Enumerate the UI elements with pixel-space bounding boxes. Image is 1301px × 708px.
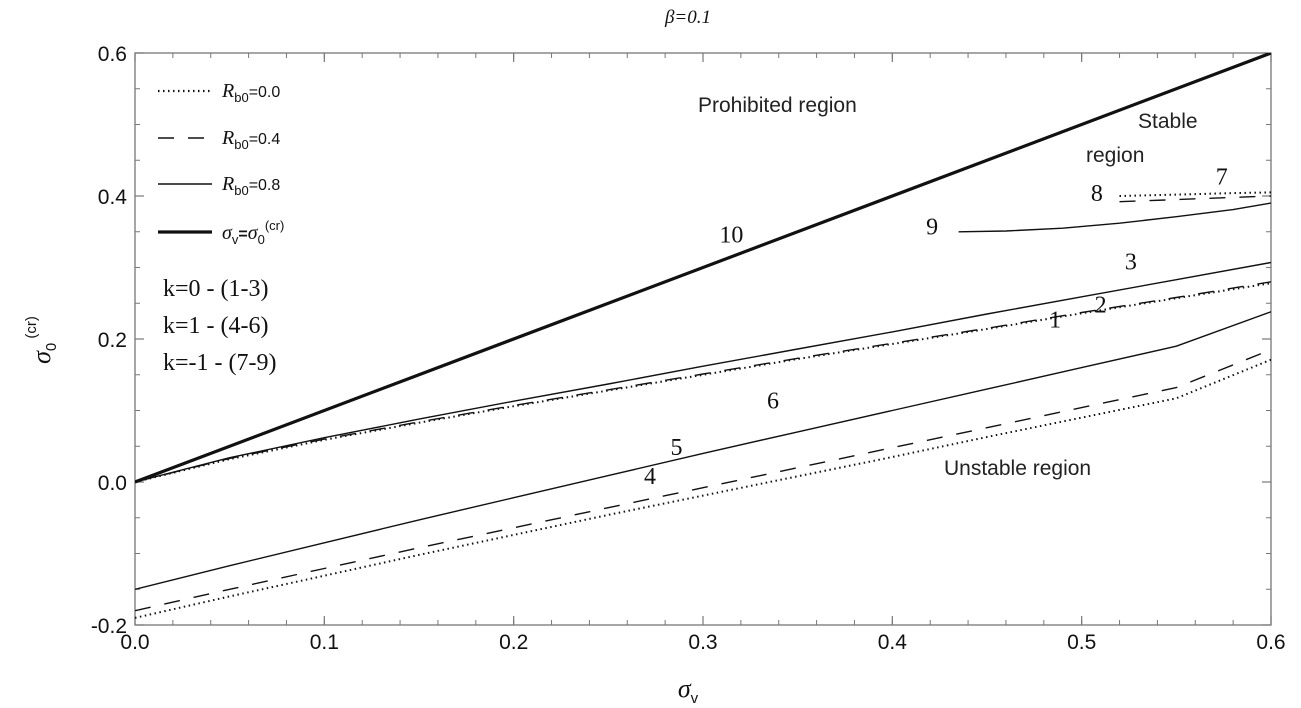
y-tick-label: 0.6 bbox=[98, 43, 127, 66]
plot-frame bbox=[134, 52, 1272, 626]
stable-region-label-line1: Stable bbox=[1138, 110, 1198, 133]
curve-label-5: 5 bbox=[670, 435, 682, 461]
x-tick-label: 0.2 bbox=[499, 631, 528, 654]
x-tick-label: 0.5 bbox=[1067, 631, 1096, 654]
x-axis-title: σv bbox=[678, 674, 699, 707]
unstable-region-label: Unstable region bbox=[944, 457, 1091, 480]
series-line-9 bbox=[958, 202, 1271, 233]
curve-label-8: 8 bbox=[1091, 181, 1103, 207]
series-line-2 bbox=[135, 281, 1271, 483]
curve-label-6: 6 bbox=[767, 388, 779, 414]
stable-region-label-line2: region bbox=[1086, 144, 1144, 167]
x-tick-label: 0.0 bbox=[120, 631, 149, 654]
curve-label-2: 2 bbox=[1095, 293, 1107, 319]
series-line-3 bbox=[135, 261, 1271, 483]
x-tick-label: 0.6 bbox=[1256, 631, 1285, 654]
series-line-4 bbox=[135, 358, 1271, 619]
chart-title: β=0.1 bbox=[664, 7, 711, 28]
k-group-1: k=0 - (1-3) bbox=[163, 276, 269, 302]
x-tick-label: 0.1 bbox=[310, 631, 339, 654]
k-groups: k=0 - (1-3) k=1 - (4-6) k=-1 - (7-9) bbox=[163, 276, 277, 376]
k-group-2: k=1 - (4-6) bbox=[163, 313, 269, 339]
y-tick-label: 0.4 bbox=[98, 186, 128, 209]
y-tick-label: -0.2 bbox=[91, 615, 127, 638]
curve-label-4: 4 bbox=[644, 464, 656, 490]
k-group-3: k=-1 - (7-9) bbox=[163, 350, 277, 376]
curve-label-10: 10 bbox=[719, 222, 743, 248]
prohibited-region-label: Prohibited region bbox=[698, 94, 857, 117]
legend-label-dashed: Rb0=0.4 bbox=[221, 127, 280, 152]
y-tick-label: 0.0 bbox=[98, 472, 127, 495]
axis-ticks bbox=[134, 52, 1272, 626]
series-group bbox=[135, 53, 1271, 619]
legend-label-dotted: Rb0=0.0 bbox=[221, 80, 280, 105]
tick-labels: 0.0 0.1 0.2 0.3 0.4 0.5 0.6-0.20.00.20.40.6 bbox=[91, 43, 1286, 654]
legend-label-thick: σv=σ0(cr) bbox=[222, 218, 284, 247]
y-tick-label: 0.2 bbox=[98, 329, 127, 352]
chart-title-text: β=0.1 bbox=[664, 7, 711, 28]
legend: Rb0=0.0 Rb0=0.4 Rb0=0.8 σv=σ0(cr) bbox=[158, 80, 284, 247]
svg-text:σ0 (cr): σ0 (cr) bbox=[23, 316, 60, 364]
series-line-10 bbox=[135, 53, 1271, 484]
series-line-7 bbox=[1119, 191, 1271, 197]
curve-label-9: 9 bbox=[926, 215, 938, 241]
curve-label-3: 3 bbox=[1125, 250, 1137, 276]
curve-label-7: 7 bbox=[1216, 165, 1228, 191]
series-line-8 bbox=[1119, 195, 1271, 203]
y-axis-title: σ0 (cr) bbox=[23, 316, 60, 364]
series-line-5 bbox=[135, 349, 1271, 612]
x-tick-label: 0.3 bbox=[688, 631, 717, 654]
curve-label-1: 1 bbox=[1049, 308, 1061, 334]
legend-label-thin: Rb0=0.8 bbox=[221, 173, 280, 198]
series-line-6 bbox=[135, 311, 1271, 590]
x-tick-label: 0.4 bbox=[878, 631, 908, 654]
